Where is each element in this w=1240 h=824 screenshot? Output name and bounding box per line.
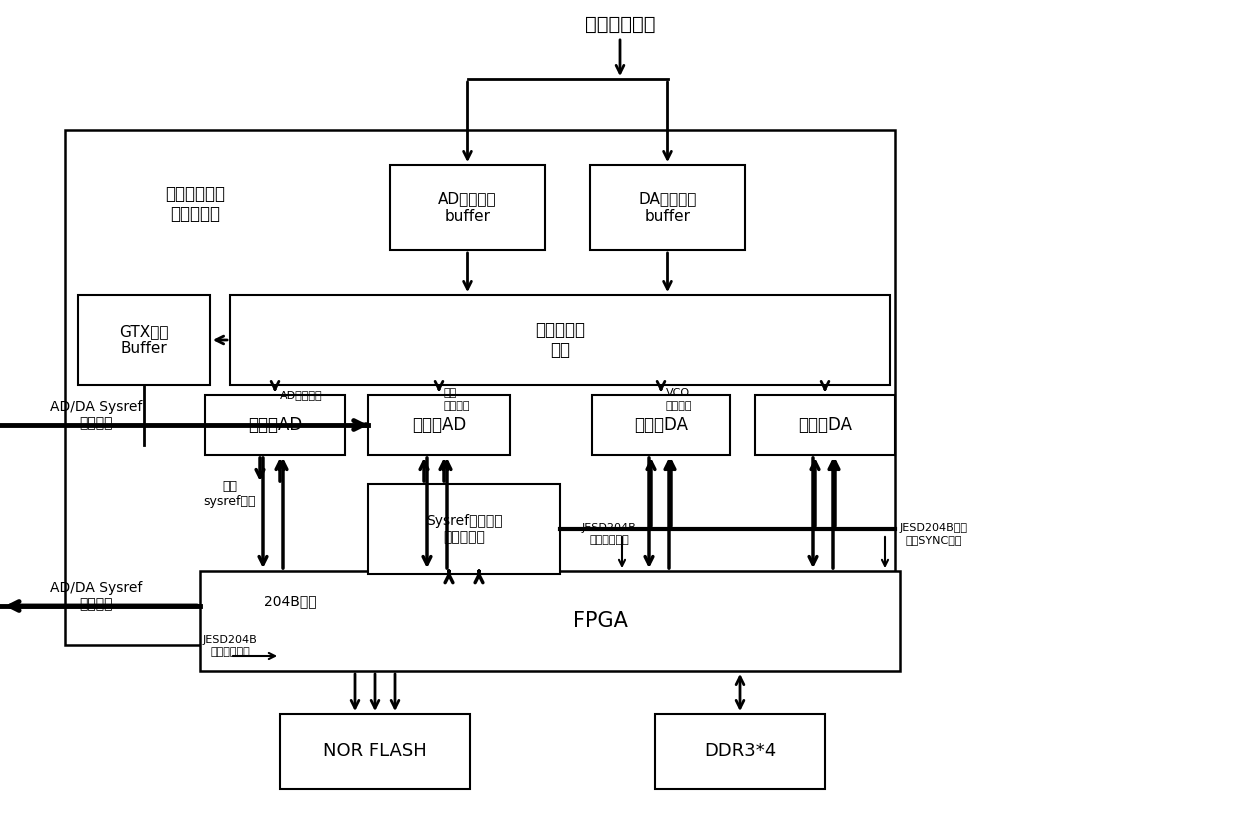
- Text: 双通道AD: 双通道AD: [412, 416, 466, 434]
- Text: 双通道AD: 双通道AD: [248, 416, 303, 434]
- Text: Sysref同步延迟
及调整单元: Sysref同步延迟 及调整单元: [425, 514, 502, 544]
- Text: 时钟管理及匹
配延迟单元: 时钟管理及匹 配延迟单元: [165, 185, 224, 223]
- Text: DDR3*4: DDR3*4: [704, 742, 776, 761]
- Text: AD/DA Sysref
信号输入: AD/DA Sysref 信号输入: [50, 400, 143, 430]
- Text: FPGA: FPGA: [573, 611, 627, 631]
- Text: NOR FLASH: NOR FLASH: [324, 742, 427, 761]
- Bar: [655, 714, 825, 789]
- Text: 低频信号: 低频信号: [444, 401, 470, 411]
- Text: 同步
sysref信号: 同步 sysref信号: [203, 480, 257, 508]
- Text: 参考时钟信号: 参考时钟信号: [585, 15, 655, 34]
- Text: JESD204B
工作参考时钟: JESD204B 工作参考时钟: [202, 635, 258, 657]
- Text: 同步: 同步: [444, 388, 458, 398]
- Text: 参考时钟: 参考时钟: [666, 401, 692, 411]
- Bar: [229, 295, 890, 385]
- Text: DA参考时钟
buffer: DA参考时钟 buffer: [639, 191, 697, 223]
- Bar: [280, 714, 470, 789]
- Bar: [591, 395, 730, 455]
- Bar: [590, 165, 745, 250]
- Text: 可编程时钟
延迟: 可编程时钟 延迟: [534, 321, 585, 359]
- Bar: [368, 395, 510, 455]
- Bar: [205, 395, 345, 455]
- Bar: [368, 484, 560, 574]
- Bar: [391, 165, 546, 250]
- Text: JESD204B
工作参考时钟: JESD204B 工作参考时钟: [582, 523, 637, 545]
- Bar: [64, 130, 895, 645]
- Bar: [755, 395, 895, 455]
- Text: JESD204B收发
同步SYNC信号: JESD204B收发 同步SYNC信号: [900, 523, 968, 545]
- Text: AD参考时钟
buffer: AD参考时钟 buffer: [438, 191, 497, 223]
- Text: VCO: VCO: [666, 388, 691, 398]
- Text: 双通道DA: 双通道DA: [634, 416, 688, 434]
- Text: 双通道DA: 双通道DA: [799, 416, 852, 434]
- Text: AD/DA Sysref
信号输出: AD/DA Sysref 信号输出: [50, 581, 143, 611]
- Bar: [200, 571, 900, 671]
- Text: 204B接口: 204B接口: [264, 594, 316, 608]
- Text: AD参考时钟: AD参考时钟: [280, 390, 322, 400]
- Text: GTX时钟
Buffer: GTX时钟 Buffer: [119, 324, 169, 356]
- Bar: [78, 295, 210, 385]
